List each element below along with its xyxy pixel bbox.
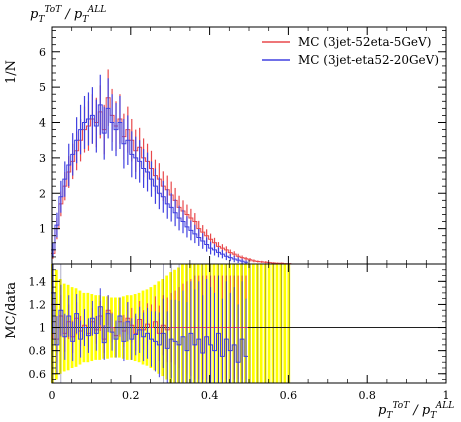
title-sup2: ALL: [87, 5, 106, 15]
x-tick-label: 1: [443, 389, 450, 402]
ratio-plot: 0.6 0.8 1 1.2 1.4 0 0.2 0.4 0.6 0.8 1: [29, 263, 450, 402]
title-sup: ToT: [45, 5, 63, 15]
ratio-band-bar: [196, 264, 200, 383]
xtitle-sep: / p: [409, 403, 431, 418]
ratio-band-bar: [263, 264, 267, 383]
xtitle-sup: ToT: [393, 401, 411, 411]
ratio-band-bar: [232, 264, 235, 383]
ratio-band-bar: [200, 264, 204, 383]
ratio-band-bar: [251, 264, 255, 383]
ratio-band-bar: [283, 264, 287, 383]
title-sub: T: [38, 15, 45, 25]
ratio-y-tick-label: 1.4: [29, 275, 47, 288]
xtitle-sup2: ALL: [435, 401, 454, 411]
ratio-band-bar: [279, 264, 283, 383]
ratio-band-bar: [184, 264, 188, 383]
ratio-y-tick-label: 0.8: [29, 345, 47, 358]
x-axis-title: pTToT / pTALL: [378, 401, 454, 421]
x-tick-label: 0.8: [358, 389, 376, 402]
y-tick-label: 5: [39, 81, 46, 94]
ratio-y-tick-label: 1: [39, 322, 46, 335]
xtitle-sub: T: [386, 411, 393, 421]
legend-label-red: MC (3jet-52eta-5GeV): [298, 35, 431, 49]
ratio-band-bar: [54, 269, 58, 380]
chart-title: pTToT / pTALL: [30, 5, 106, 25]
y-tick-label: 3: [39, 152, 46, 165]
ratio-band-bar: [236, 264, 239, 383]
series-line-1: [51, 104, 249, 263]
ratio-band-bar: [271, 264, 275, 383]
ratio-band-bar: [212, 264, 216, 383]
y-tick-label: 6: [39, 46, 46, 59]
ratio-series-line-1: [51, 292, 249, 363]
ratio-band-bar: [244, 264, 247, 383]
legend-label-blue: MC (3jet-eta52-20GeV): [298, 53, 439, 67]
ratio-band-bar: [173, 269, 176, 383]
xtitle-main: p: [378, 403, 387, 418]
x-tick-label: 0.2: [122, 389, 140, 402]
title-sub2: T: [82, 15, 89, 25]
legend: MC (3jet-52eta-5GeV) MC (3jet-eta52-20Ge…: [262, 35, 439, 67]
ratio-band-bar: [248, 264, 251, 383]
y-axis-title-bottom: MC/data: [4, 282, 19, 339]
y-tick-label: 4: [39, 117, 46, 130]
ratio-band-bar: [275, 264, 279, 383]
ratio-band-bar: [259, 264, 263, 383]
ratio-band-bar: [267, 264, 271, 383]
ratio-band-bar: [58, 279, 62, 374]
x-tick-label: 0.6: [280, 389, 298, 402]
ratio-band-bar: [177, 267, 180, 383]
ratio-y-tick-label: 0.6: [29, 368, 47, 381]
ratio-band-bar: [204, 264, 208, 383]
ratio-band-bar: [208, 264, 212, 383]
ratio-band-bar: [240, 264, 243, 383]
ratio-band-bar: [216, 264, 220, 383]
series-line-0: [51, 97, 292, 265]
ratio-band-bar: [192, 264, 196, 383]
ratio-band-bar: [224, 264, 228, 383]
xtitle-sub2: T: [430, 411, 437, 421]
x-tick-label: 0.4: [201, 389, 219, 402]
ratio-band-bar: [188, 264, 192, 383]
title-main: p: [30, 7, 39, 22]
ratio-band-bar: [220, 264, 224, 383]
y-tick-label: 2: [39, 187, 46, 200]
y-axis-title-top: 1/N: [4, 60, 19, 84]
ratio-band-bar: [181, 264, 184, 383]
ratio-band-bar: [287, 264, 291, 383]
y-tick-label: 1: [39, 223, 46, 236]
ratio-band-bar: [255, 264, 259, 383]
ratio-band-bar: [228, 264, 232, 383]
main-plot: 1 2 3 4 5 6: [39, 26, 447, 265]
x-tick-label: 0: [49, 389, 56, 402]
title-sep: / p: [61, 7, 83, 22]
ratio-y-tick-label: 1.2: [29, 298, 47, 311]
